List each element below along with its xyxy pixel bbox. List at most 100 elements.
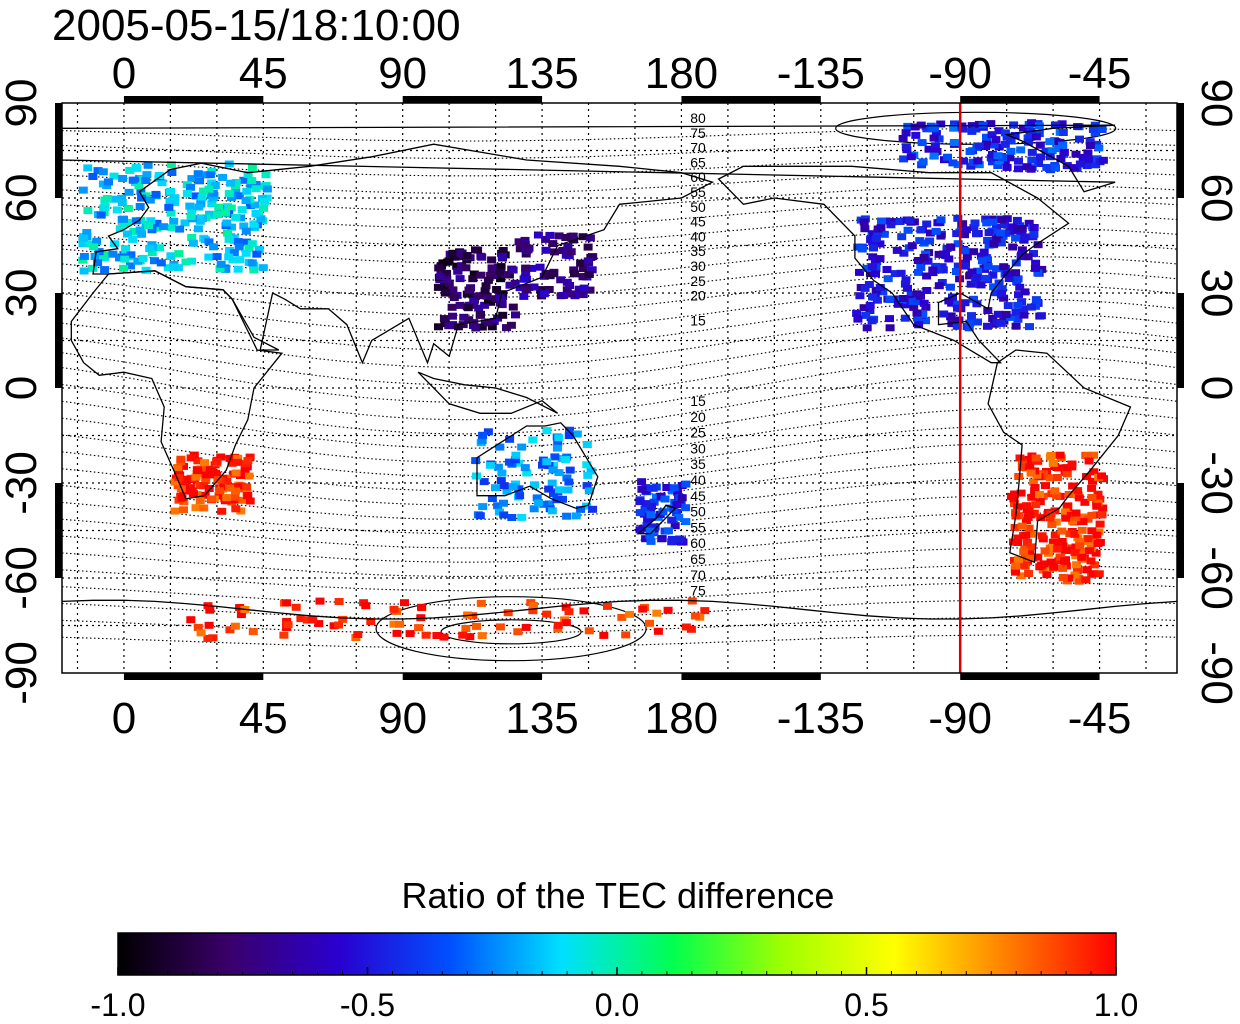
tec-cell [1092,531,1102,539]
tec-cell [1055,451,1065,459]
tec-cell [983,322,992,330]
tec-cell [151,190,161,198]
tec-cell [1025,323,1034,331]
mag-lat-label: 70 [690,567,706,583]
tec-cell [969,224,979,231]
tec-cell [994,143,1004,151]
tec-cell [584,270,594,278]
tec-cell [903,295,913,303]
lat-tick-left: -90 [0,641,46,705]
tec-cell [485,461,495,469]
tec-cell [603,602,612,610]
tec-cell [555,486,564,494]
tec-cell [480,301,490,309]
tec-cell [617,613,627,621]
tec-cell [499,499,508,507]
tec-cell [1010,132,1020,139]
tec-cell [186,474,196,482]
tec-cell [1024,524,1034,532]
tec-cell [554,469,564,477]
mag-contour [62,425,1177,478]
tec-cell [174,474,184,481]
tec-cell [1020,233,1030,241]
tec-cell [989,141,999,149]
tec-cell [199,187,208,195]
tec-cell [109,172,119,180]
tec-cell [242,238,251,246]
tec-cell [899,295,908,302]
tec-cell [943,153,952,161]
tec-cell [1031,454,1041,462]
tec-cell [872,296,882,304]
tec-cell [477,323,487,331]
tec-cell [83,164,93,172]
tec-cell [100,203,110,211]
tec-cell [992,223,1001,231]
tec-cell [973,267,983,275]
tec-cell [931,262,941,270]
tec-cell [194,203,204,211]
tec-cell [239,176,249,184]
tec-cell [554,434,564,442]
tec-cell [483,276,493,284]
tec-cell [1088,477,1097,485]
tec-cell [993,152,1003,160]
bottom-longitude-ticks: 0 45 90 135 180 -135 -90 -45 [112,694,1132,743]
tec-cell [225,484,235,492]
tec-cell [1077,526,1087,534]
tec-cell [117,199,127,206]
tec-cell [587,266,597,274]
tec-cell [527,264,537,272]
tec-cell [448,249,458,257]
tec-cell [882,266,892,273]
tec-cell [484,296,493,304]
tec-cell [567,290,577,298]
tec-cell [246,181,256,189]
tec-cell [487,256,497,264]
tec-cell [455,301,465,309]
tec-cell [217,507,227,515]
tec-cell [1006,492,1016,500]
tec-cell [83,207,93,215]
tec-cell [126,251,136,259]
tec-cell [637,478,647,486]
tec-cell [1091,549,1101,557]
tec-cell [997,216,1007,224]
tec-cell [1061,514,1071,522]
tec-cell [163,264,173,272]
tec-cell [210,182,220,189]
axis-bar-segment [123,96,264,103]
tec-cell [279,631,289,639]
tec-cell [99,251,109,259]
tec-cell [128,176,138,184]
tec-cell [1027,493,1037,501]
tec-cell [961,226,971,234]
tec-cell [453,267,463,275]
tec-cell [583,471,593,479]
tec-cell [547,507,557,515]
tec-cell [222,478,232,485]
tec-cell [195,497,205,505]
tec-cell [498,247,508,254]
tec-cell [989,240,999,248]
tec-cell [861,311,871,319]
tec-cell [1014,165,1023,173]
lat-tick-right: 0 [1192,376,1240,400]
tec-cell [102,182,112,190]
tec-cell [88,264,98,272]
lat-tick-left: -30 [0,451,46,515]
tec-cell [662,484,672,491]
tec-cell [517,443,527,451]
tec-cell [173,464,183,471]
tec-cell [216,453,226,461]
tec-cell [229,249,239,257]
tec-cell [583,243,593,251]
tec-cell [195,177,205,185]
tec-cell [502,487,512,495]
tec-cell [142,171,152,179]
tec-cell [131,163,141,171]
tec-cell [637,485,647,493]
tec-cell [1001,310,1011,318]
tec-cell [921,317,930,325]
tec-cell [481,282,491,290]
